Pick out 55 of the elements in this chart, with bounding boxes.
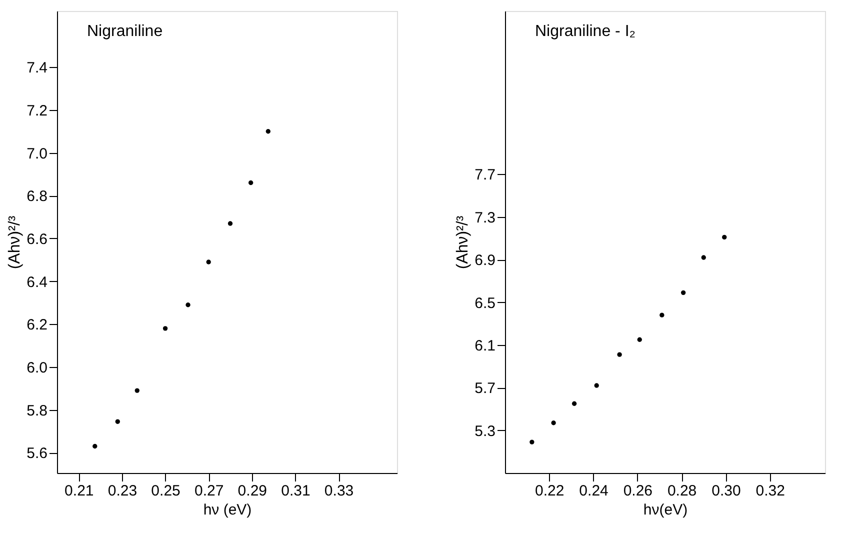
point	[701, 255, 706, 260]
x-tick-label: 0.27	[194, 482, 224, 500]
y-tick-label: 5.8	[26, 402, 48, 420]
y-tick-label: 6.2	[26, 316, 48, 334]
point	[594, 383, 599, 388]
y-axis-title: (Ahν)²/³	[6, 215, 24, 270]
y-axis-title: (Ahν)²/³	[454, 215, 472, 270]
point	[115, 419, 120, 424]
point	[206, 260, 211, 264]
y-tick-label: 6.8	[26, 188, 48, 206]
x-tick-label: 0.23	[108, 482, 138, 500]
point	[530, 440, 534, 444]
y-tick-label: 6.9	[474, 252, 496, 270]
x-tick-label: 0.25	[151, 482, 180, 500]
point	[680, 290, 686, 296]
y-tick-label: 6.1	[474, 337, 496, 354]
y-tick-label: 7.4	[26, 60, 48, 77]
point	[92, 444, 98, 449]
y-tick-label: 5.6	[26, 445, 48, 462]
point	[162, 326, 168, 331]
y-tick-label: 5.7	[474, 380, 496, 398]
y-tick-label: 7.2	[26, 102, 48, 120]
point	[134, 388, 140, 393]
x-tick-label: 0.28	[667, 482, 697, 500]
x-axis-title: hν(eV)	[643, 502, 688, 518]
point	[266, 129, 270, 134]
y-tick-label: 6.6	[26, 230, 48, 248]
point	[572, 401, 577, 406]
y-tick-label: 5.3	[474, 422, 496, 440]
text: Nigraniline - I₂	[535, 23, 636, 40]
point	[551, 420, 556, 426]
x-tick-label: 0.24	[579, 482, 608, 500]
x-tick-label: 0.21	[64, 482, 94, 500]
y-tick-label: 7.7	[474, 166, 496, 184]
x-axis-title: hν (eV)	[203, 502, 252, 518]
point	[722, 234, 727, 240]
point	[228, 221, 233, 226]
point	[637, 337, 642, 342]
text: Nigraniline	[87, 23, 163, 40]
y-tick-label: 6.0	[26, 359, 48, 376]
y-tick-label: 6.4	[26, 274, 48, 291]
y-tick-label: 6.5	[474, 294, 496, 312]
point	[248, 180, 254, 186]
x-tick-label: 0.22	[535, 482, 564, 500]
y-tick-label: 7.0	[26, 145, 48, 162]
point	[186, 302, 190, 308]
y-tick-label: 7.3	[474, 209, 496, 226]
point	[617, 352, 622, 357]
x-tick-label: 0.26	[623, 482, 653, 500]
x-tick-label: 0.32	[756, 482, 785, 500]
x-tick-label: 0.31	[281, 482, 310, 500]
point	[660, 312, 664, 318]
x-tick-label: 0.33	[324, 482, 354, 500]
x-tick-label: 0.29	[238, 482, 268, 500]
x-tick-label: 0.30	[712, 482, 741, 500]
